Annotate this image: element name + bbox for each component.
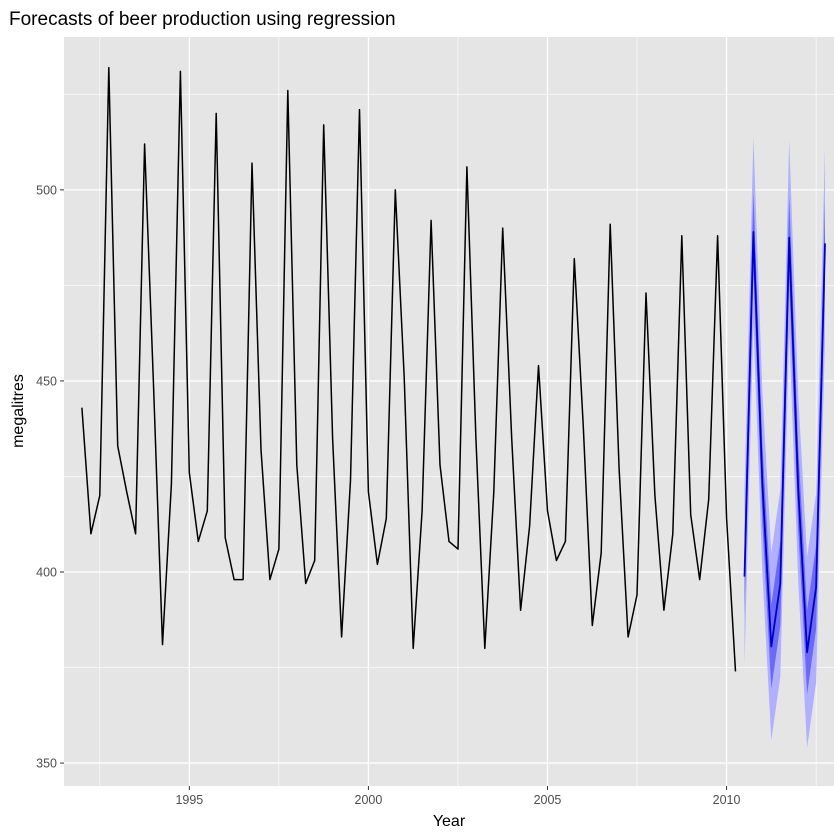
x-tick-label-2010: 2010 (713, 793, 741, 807)
x-axis-title: Year (433, 813, 466, 830)
x-tick-label-2005: 2005 (534, 793, 562, 807)
grid-minor (64, 37, 834, 786)
y-tick-label-400: 400 (36, 566, 57, 580)
y-axis: 350 400 450 500 (36, 183, 64, 771)
chart-title: Forecasts of beer production using regre… (9, 9, 396, 30)
forecast-line (743, 231, 826, 654)
series-lines (81, 66, 826, 672)
plot-panel (64, 37, 834, 786)
observed-line (81, 66, 737, 672)
grid-major (64, 37, 834, 786)
x-tick-label-1995: 1995 (175, 793, 203, 807)
y-tick-label-350: 350 (36, 757, 57, 771)
y-axis-title: megalitres (10, 374, 27, 448)
x-axis: 1995 2000 2005 2010 (175, 786, 741, 807)
x-tick-label-2000: 2000 (355, 793, 383, 807)
y-tick-label-500: 500 (36, 183, 57, 197)
y-tick-label-450: 450 (36, 374, 57, 388)
